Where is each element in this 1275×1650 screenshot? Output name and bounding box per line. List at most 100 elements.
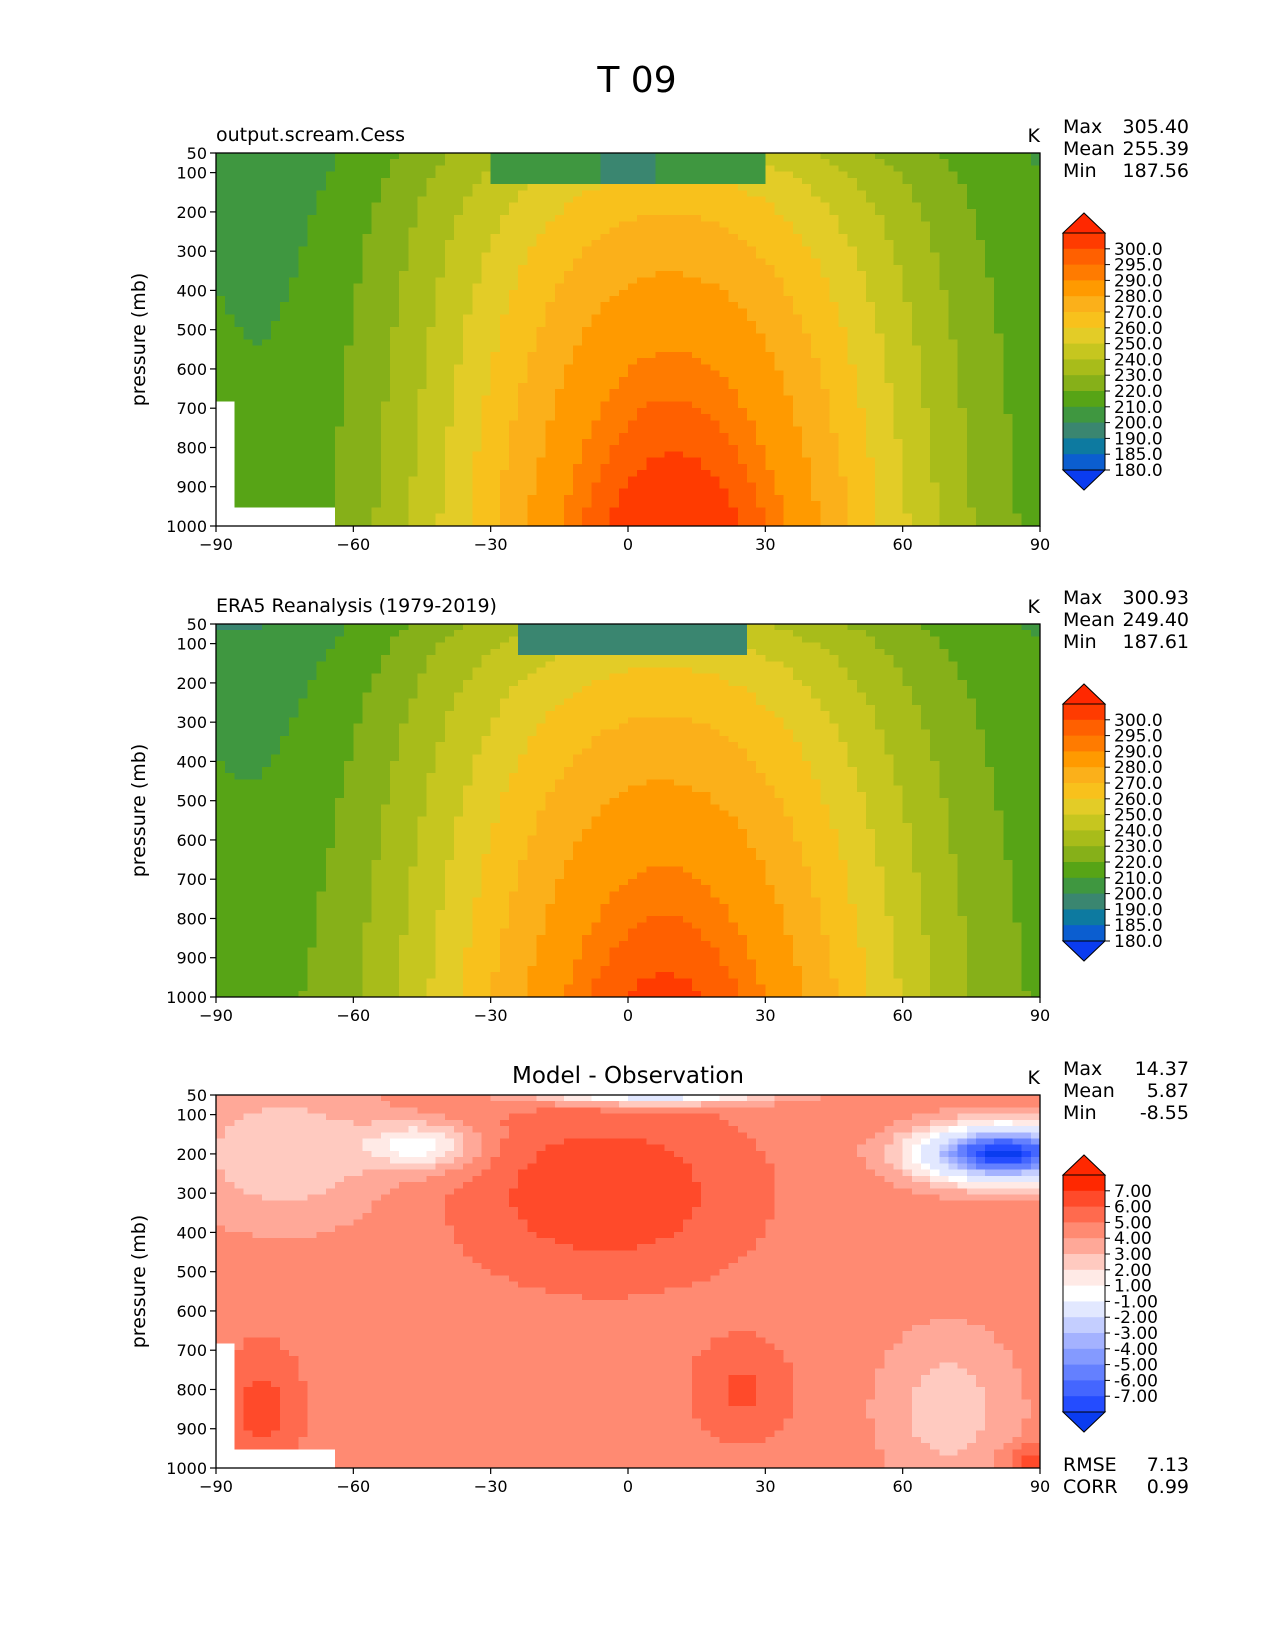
contour-cell: [829, 153, 840, 160]
contour-cell: [481, 289, 492, 297]
contour-cell: [747, 264, 757, 272]
contour-cell: [911, 395, 922, 403]
contour-cell: [737, 414, 748, 421]
contour-cell: [884, 333, 895, 341]
contour-cell: [243, 414, 254, 421]
contour-cell: [344, 233, 354, 241]
contour-cell: [939, 401, 950, 409]
contour-cell: [362, 401, 373, 409]
contour-cell: [737, 165, 748, 173]
contour-cell: [362, 177, 373, 185]
contour-cell: [975, 184, 986, 191]
contour-cell: [463, 202, 473, 210]
contour-cell: [481, 432, 492, 440]
contour-cell: [618, 438, 629, 446]
contour-cell: [957, 177, 968, 185]
contour-cell: [1003, 153, 1014, 160]
contour-cell: [820, 414, 831, 421]
contour-cell: [463, 177, 473, 185]
contour-cell: [389, 383, 400, 390]
contour-cell: [756, 258, 766, 266]
contour-cell: [994, 295, 1004, 303]
contour-cell: [554, 432, 565, 440]
contour-cell: [1012, 407, 1023, 415]
contour-cell: [399, 277, 409, 285]
contour-cell: [344, 327, 354, 334]
contour-cell: [692, 153, 702, 160]
contour-cell: [975, 364, 986, 372]
contour-cell: [527, 240, 538, 247]
contour-cell: [536, 470, 547, 477]
contour-cell: [408, 420, 419, 428]
contour-cell: [747, 271, 757, 278]
contour-cell: [399, 283, 409, 291]
contour-cell: [957, 227, 968, 235]
contour-cell: [289, 364, 299, 372]
contour-cell: [957, 295, 968, 303]
contour-cell: [216, 407, 226, 415]
contour-cell: [591, 451, 602, 459]
contour-cell: [426, 159, 437, 167]
contour-cell: [335, 295, 345, 303]
contour-cell: [435, 445, 446, 452]
contour-cell: [737, 327, 748, 334]
contour-cell: [280, 159, 290, 167]
contour-cell: [682, 289, 693, 297]
contour-cell: [856, 165, 867, 173]
contour-cell: [518, 438, 528, 446]
contour-cell: [847, 190, 858, 198]
contour-cell: [975, 264, 986, 272]
contour-cell: [435, 208, 446, 216]
contour-cell: [325, 302, 336, 310]
contour-cell: [618, 426, 629, 434]
contour-cell: [829, 159, 840, 167]
contour-cell: [243, 190, 254, 198]
contour-cell: [353, 494, 364, 502]
contour-cell: [856, 153, 867, 160]
contour-cell: [682, 153, 693, 160]
contour-cell: [353, 488, 364, 496]
contour-cell: [838, 153, 849, 160]
contour-cell: [875, 333, 885, 341]
contour-cell: [692, 221, 702, 229]
contour-cell: [371, 395, 382, 403]
contour-cell: [728, 426, 739, 434]
contour-cell: [820, 476, 831, 484]
contour-cell: [435, 184, 446, 191]
contour-cell: [1003, 333, 1014, 341]
contour-cell: [948, 171, 959, 179]
contour-cell: [664, 215, 675, 222]
contour-cell: [838, 221, 849, 229]
contour-cell: [628, 426, 638, 434]
contour-cell: [792, 426, 803, 434]
contour-cell: [234, 153, 245, 160]
contour-cell: [435, 327, 446, 334]
contour-cell: [270, 153, 281, 160]
contour-cell: [710, 308, 721, 316]
contour-cell: [389, 364, 400, 372]
contour-cell: [298, 389, 309, 397]
contour-cell: [710, 246, 721, 254]
contour-cell: [792, 196, 803, 204]
contour-cell: [682, 295, 693, 303]
contour-cell: [866, 153, 876, 160]
contour-cell: [618, 376, 629, 384]
contour-cell: [536, 271, 547, 278]
contour-cell: [975, 252, 986, 260]
contour-cell: [884, 190, 895, 198]
contour-cell: [682, 277, 693, 285]
contour-cell: [747, 277, 757, 285]
contour-cell: [353, 463, 364, 471]
contour-cell: [820, 159, 831, 167]
contour-cell: [930, 314, 940, 322]
contour-cell: [380, 351, 391, 359]
contour-cell: [994, 376, 1004, 384]
contour-cell: [270, 451, 281, 459]
contour-cell: [444, 208, 455, 216]
contour-cell: [252, 339, 263, 347]
contour-cell: [801, 177, 812, 185]
contour-cell: [536, 302, 547, 310]
contour-cell: [930, 227, 940, 235]
contour-cell: [710, 470, 721, 477]
contour-cell: [335, 246, 345, 254]
